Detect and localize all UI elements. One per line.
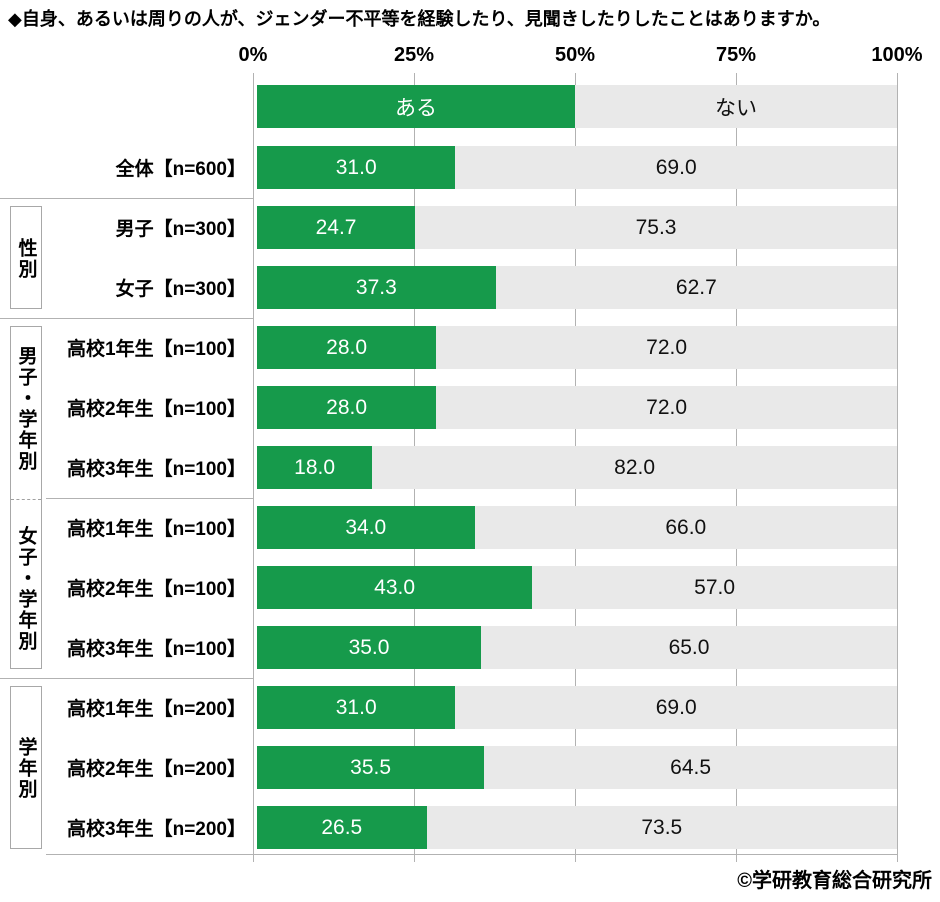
x-axis-tick-label-50: 50% bbox=[554, 44, 596, 66]
copyright: ©学研教育総合研究所 bbox=[737, 870, 932, 892]
x-axis-tick-label-100: 100% bbox=[871, 44, 923, 66]
x-axis-tick-mark-75 bbox=[735, 854, 737, 862]
group-label: 学年別 bbox=[15, 737, 37, 800]
group-box-dashed-divider bbox=[11, 499, 41, 500]
legend-no-label: ない bbox=[715, 96, 757, 120]
bar-segment-yes: 26.5 bbox=[257, 806, 427, 849]
bar-segment-no: 57.0 bbox=[532, 566, 897, 609]
x-axis-tick-mark-25 bbox=[413, 854, 415, 862]
bar-segment-yes: 28.0 bbox=[257, 326, 437, 369]
bar-segment-no: 75.3 bbox=[415, 206, 897, 249]
row-label: 男子【n=300】 bbox=[115, 219, 246, 240]
bar-segment-no: 73.5 bbox=[426, 806, 897, 849]
group-separator bbox=[0, 678, 253, 679]
bar-segment-no: 72.0 bbox=[436, 386, 897, 429]
bar-segment-no: 72.0 bbox=[436, 326, 897, 369]
row-label: 高校2年生【n=100】 bbox=[67, 399, 246, 420]
gridline-0 bbox=[252, 73, 254, 855]
gridline-100 bbox=[896, 73, 898, 855]
group-box: 性別 bbox=[10, 206, 42, 309]
row-label: 高校3年生【n=200】 bbox=[67, 819, 246, 840]
row-label: 高校1年生【n=200】 bbox=[67, 699, 246, 720]
group-box: 学年別 bbox=[10, 686, 42, 849]
group-separator bbox=[46, 498, 253, 499]
bar-segment-yes: 43.0 bbox=[257, 566, 533, 609]
x-axis-tick-label-0: 0% bbox=[238, 44, 268, 66]
x-axis-baseline bbox=[46, 854, 897, 855]
group-label: 男子・学年別 bbox=[15, 345, 37, 472]
bar-segment-no: 62.7 bbox=[495, 266, 897, 309]
bar-segment-yes: 31.0 bbox=[257, 146, 456, 189]
bar-segment-no: 69.0 bbox=[455, 686, 897, 729]
bar-segment-yes: 28.0 bbox=[257, 386, 437, 429]
bar-segment-no: 82.0 bbox=[372, 446, 897, 489]
x-axis-tick-mark-50 bbox=[574, 854, 576, 862]
bar-segment-yes: 34.0 bbox=[257, 506, 475, 549]
bar-segment-yes: 24.7 bbox=[257, 206, 416, 249]
bar-segment-yes: 35.0 bbox=[257, 626, 481, 669]
x-axis-tick-label-75: 75% bbox=[715, 44, 757, 66]
row-label: 女子【n=300】 bbox=[115, 279, 246, 300]
group-label: 女子・学年別 bbox=[15, 525, 37, 652]
x-axis-tick-mark-100 bbox=[896, 854, 898, 862]
row-label: 高校1年生【n=100】 bbox=[67, 339, 246, 360]
legend-yes-label: ある bbox=[395, 96, 437, 120]
row-label: 高校2年生【n=100】 bbox=[67, 579, 246, 600]
legend-item-yes: ある bbox=[257, 85, 575, 128]
legend-item-no: ない bbox=[575, 85, 897, 128]
group-label: 性別 bbox=[15, 237, 37, 280]
group-separator bbox=[0, 198, 253, 199]
bar-segment-yes: 18.0 bbox=[257, 446, 373, 489]
group-separator bbox=[0, 318, 253, 319]
row-label: 高校3年生【n=100】 bbox=[67, 459, 246, 480]
bar-segment-no: 64.5 bbox=[484, 746, 897, 789]
bar-segment-no: 66.0 bbox=[474, 506, 897, 549]
bar-segment-yes: 31.0 bbox=[257, 686, 456, 729]
bar-segment-no: 69.0 bbox=[455, 146, 897, 189]
row-label: 高校1年生【n=100】 bbox=[67, 519, 246, 540]
bar-segment-no: 65.0 bbox=[481, 626, 897, 669]
x-axis-tick-label-25: 25% bbox=[393, 44, 435, 66]
bar-segment-yes: 35.5 bbox=[257, 746, 485, 789]
row-label: 高校3年生【n=100】 bbox=[67, 639, 246, 660]
group-box: 男子・学年別 女子・学年別 bbox=[10, 326, 42, 669]
row-label: 高校2年生【n=200】 bbox=[67, 759, 246, 780]
x-axis-tick-mark-0 bbox=[252, 854, 254, 862]
bar-segment-yes: 37.3 bbox=[257, 266, 496, 309]
row-label: 全体【n=600】 bbox=[115, 159, 246, 180]
page-title: ◆自身、あるいは周りの人が、ジェンダー不平等を経験したり、見聞きしたりしたことは… bbox=[8, 9, 831, 29]
